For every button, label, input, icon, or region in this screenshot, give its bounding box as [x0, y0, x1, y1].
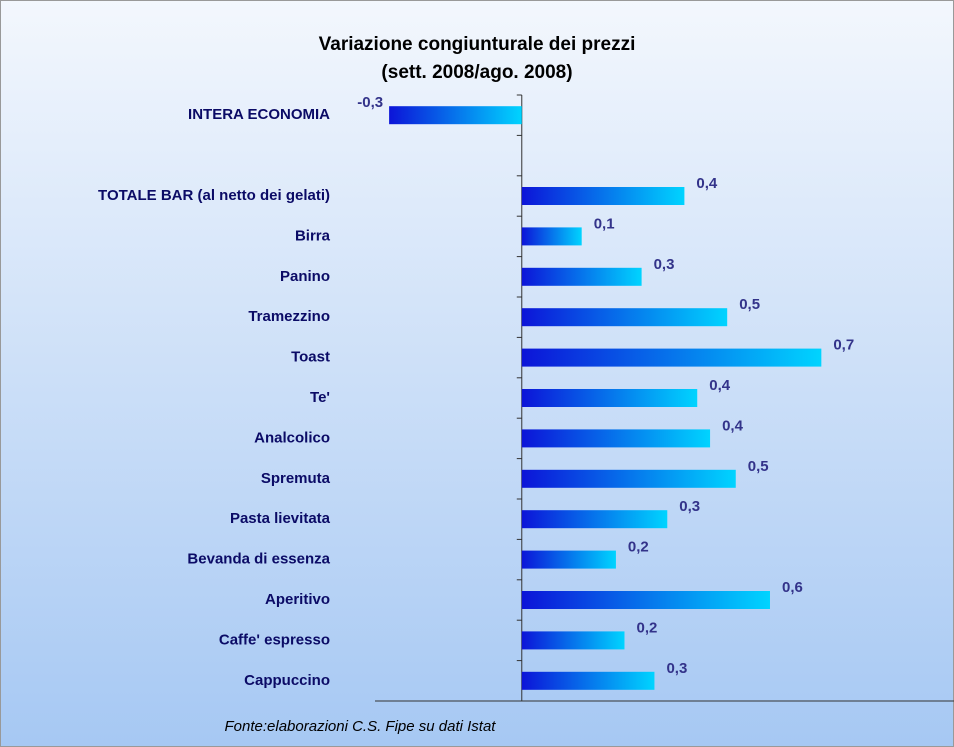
value-label: 0,3 [679, 498, 700, 515]
bar [521, 267, 642, 286]
bar [521, 510, 668, 529]
category-label: Panino [280, 268, 330, 285]
category-label: Tramezzino [248, 308, 330, 325]
bar [521, 389, 698, 407]
category-label: Analcolico [254, 429, 330, 446]
value-label: 0,3 [666, 660, 687, 677]
bar [521, 591, 770, 609]
value-label: 0,5 [739, 296, 760, 313]
category-label: TOTALE BAR (al netto dei gelati) [98, 187, 330, 204]
bar [389, 106, 522, 125]
value-label: 0,4 [722, 417, 744, 434]
bar [521, 631, 625, 650]
category-label: Pasta lievitata [230, 510, 331, 527]
value-label: 0,4 [709, 377, 731, 394]
value-label: 0,3 [654, 256, 675, 273]
bar [521, 429, 711, 448]
bar [521, 348, 822, 367]
bar [521, 187, 685, 205]
value-label: 0,1 [594, 215, 615, 232]
value-label: 0,2 [628, 539, 649, 556]
value-label: 0,2 [636, 619, 657, 636]
category-label: Spremuta [261, 470, 331, 487]
chart-title: Variazione congiunturale dei prezzi [319, 34, 636, 55]
category-label: Birra [295, 227, 331, 244]
bar [521, 550, 616, 569]
value-label: -0,3 [357, 94, 383, 111]
value-label: 0,7 [833, 337, 854, 354]
category-label: INTERA ECONOMIA [188, 106, 330, 123]
value-label: 0,5 [748, 458, 769, 475]
bar [521, 469, 736, 488]
category-label: Bevanda di essenza [187, 551, 330, 568]
bar [521, 308, 728, 327]
category-label: Aperitivo [265, 591, 330, 608]
bar [521, 671, 655, 690]
category-label: Caffe' espresso [219, 631, 330, 648]
source-note: Fonte:elaborazioni C.S. Fipe su dati Ist… [225, 718, 497, 735]
value-label: 0,4 [696, 175, 718, 192]
chart-subtitle: (sett. 2008/ago. 2008) [381, 62, 572, 83]
value-label: 0,6 [782, 579, 803, 596]
category-label: Toast [291, 349, 330, 366]
category-label: Cappuccino [244, 672, 330, 689]
bar [521, 227, 582, 246]
category-label: Te' [310, 389, 330, 406]
